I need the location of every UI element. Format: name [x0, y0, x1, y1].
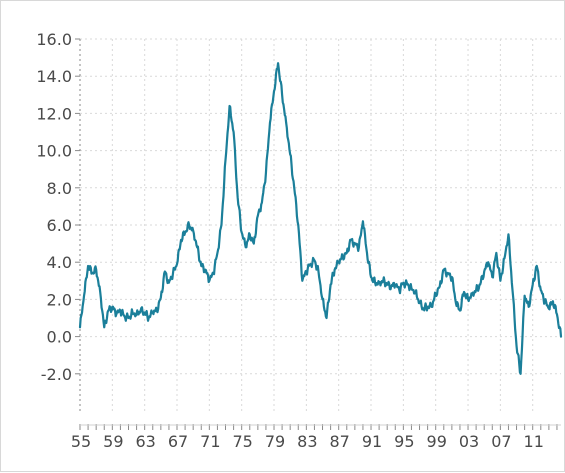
x-tick-label: 67 [168, 432, 188, 451]
y-tick-label: 12.0 [36, 104, 72, 123]
series-line [78, 62, 563, 375]
y-tick-label: 14.0 [36, 67, 72, 86]
x-tick-label: 79 [265, 432, 285, 451]
y-tick-label: 8.0 [47, 179, 72, 198]
y-tick-label: 10.0 [36, 142, 72, 161]
x-tick-label: 07 [491, 432, 511, 451]
y-tick-label: 4.0 [47, 253, 72, 272]
y-tick-label: 16.0 [36, 30, 72, 49]
x-tick-label: 59 [103, 432, 123, 451]
grid-layer [79, 38, 561, 411]
x-tick-label: 71 [200, 432, 220, 451]
x-tick-label: 87 [330, 432, 350, 451]
x-tick-label: 91 [362, 432, 382, 451]
x-tick-label: 83 [297, 432, 317, 451]
y-tick-label: 6.0 [47, 216, 72, 235]
y-tick-label: -2.0 [41, 365, 72, 384]
y-tick-label: 2.0 [47, 290, 72, 309]
axis-layer: -2.0 0.0 2.0 4.0 6.0 8.0 10.0 12.0 14.0 16.0 55 59 6… [36, 30, 561, 451]
x-tick-label: 63 [135, 432, 155, 451]
x-tick-label: 99 [427, 432, 447, 451]
y-tick-label: 0.0 [47, 328, 72, 347]
x-tick-label: 55 [71, 432, 91, 451]
series-layer [78, 62, 563, 375]
x-tick-label: 11 [524, 432, 544, 451]
x-tick-label: 75 [233, 432, 253, 451]
x-tick-label: 03 [459, 432, 479, 451]
x-tick-label: 95 [394, 432, 414, 451]
